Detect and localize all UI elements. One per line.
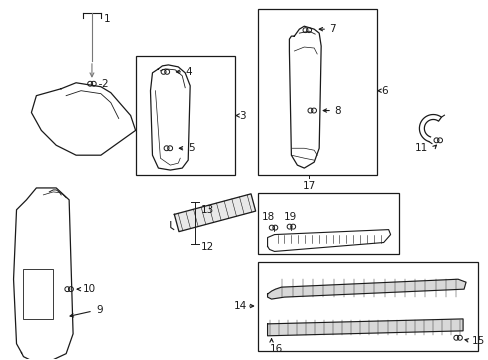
Text: 4: 4: [185, 67, 191, 77]
Polygon shape: [267, 279, 465, 299]
Text: 8: 8: [333, 105, 340, 116]
Text: 14: 14: [233, 301, 246, 311]
Text: 16: 16: [269, 344, 282, 354]
Text: 2: 2: [101, 79, 107, 89]
Text: 17: 17: [302, 181, 315, 191]
Bar: [257, 9, 376, 175]
Text: 3: 3: [238, 111, 245, 121]
Bar: [257, 262, 477, 351]
Text: 5: 5: [188, 143, 194, 153]
Text: 18: 18: [262, 212, 275, 222]
Text: 19: 19: [283, 212, 296, 222]
Bar: [23, 269, 53, 319]
Text: 12: 12: [201, 243, 214, 252]
Text: 15: 15: [471, 336, 484, 346]
Polygon shape: [174, 194, 255, 231]
Text: 13: 13: [201, 205, 214, 215]
Text: 9: 9: [96, 305, 102, 315]
Bar: [257, 193, 398, 255]
Bar: [135, 56, 234, 175]
Text: 6: 6: [381, 86, 387, 96]
Text: 7: 7: [328, 24, 335, 34]
Text: 11: 11: [414, 143, 427, 153]
Text: 10: 10: [83, 284, 96, 294]
Polygon shape: [267, 319, 462, 336]
Text: 1: 1: [103, 14, 110, 24]
